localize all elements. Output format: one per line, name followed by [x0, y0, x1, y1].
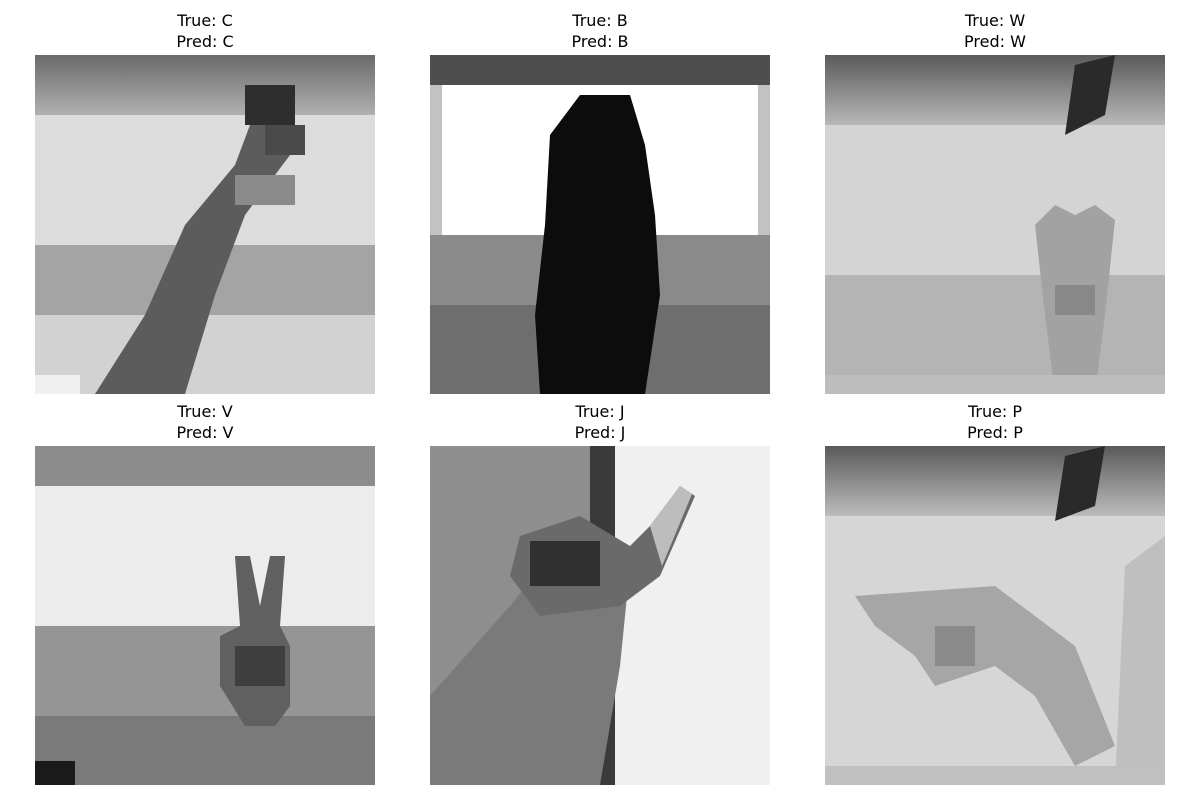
hand-sign-p-image: [825, 446, 1165, 785]
pred-label: Pred: B: [430, 31, 770, 52]
true-label: True: P: [825, 401, 1165, 422]
pred-label: Pred: V: [35, 422, 375, 443]
true-label: True: C: [35, 10, 375, 31]
hand-sign-j-image: [430, 446, 770, 785]
true-label: True: W: [825, 10, 1165, 31]
true-label: True: V: [35, 401, 375, 422]
pred-label: Pred: J: [430, 422, 770, 443]
hand-sign-b-image: [430, 55, 770, 394]
pred-label: Pred: P: [825, 422, 1165, 443]
hand-sign-v-image: [35, 446, 375, 785]
hand-sign-w-image: [825, 55, 1165, 394]
pred-label: Pred: W: [825, 31, 1165, 52]
true-label: True: J: [430, 401, 770, 422]
pred-label: Pred: C: [35, 31, 375, 52]
true-label: True: B: [430, 10, 770, 31]
hand-sign-c-image: [35, 55, 375, 394]
